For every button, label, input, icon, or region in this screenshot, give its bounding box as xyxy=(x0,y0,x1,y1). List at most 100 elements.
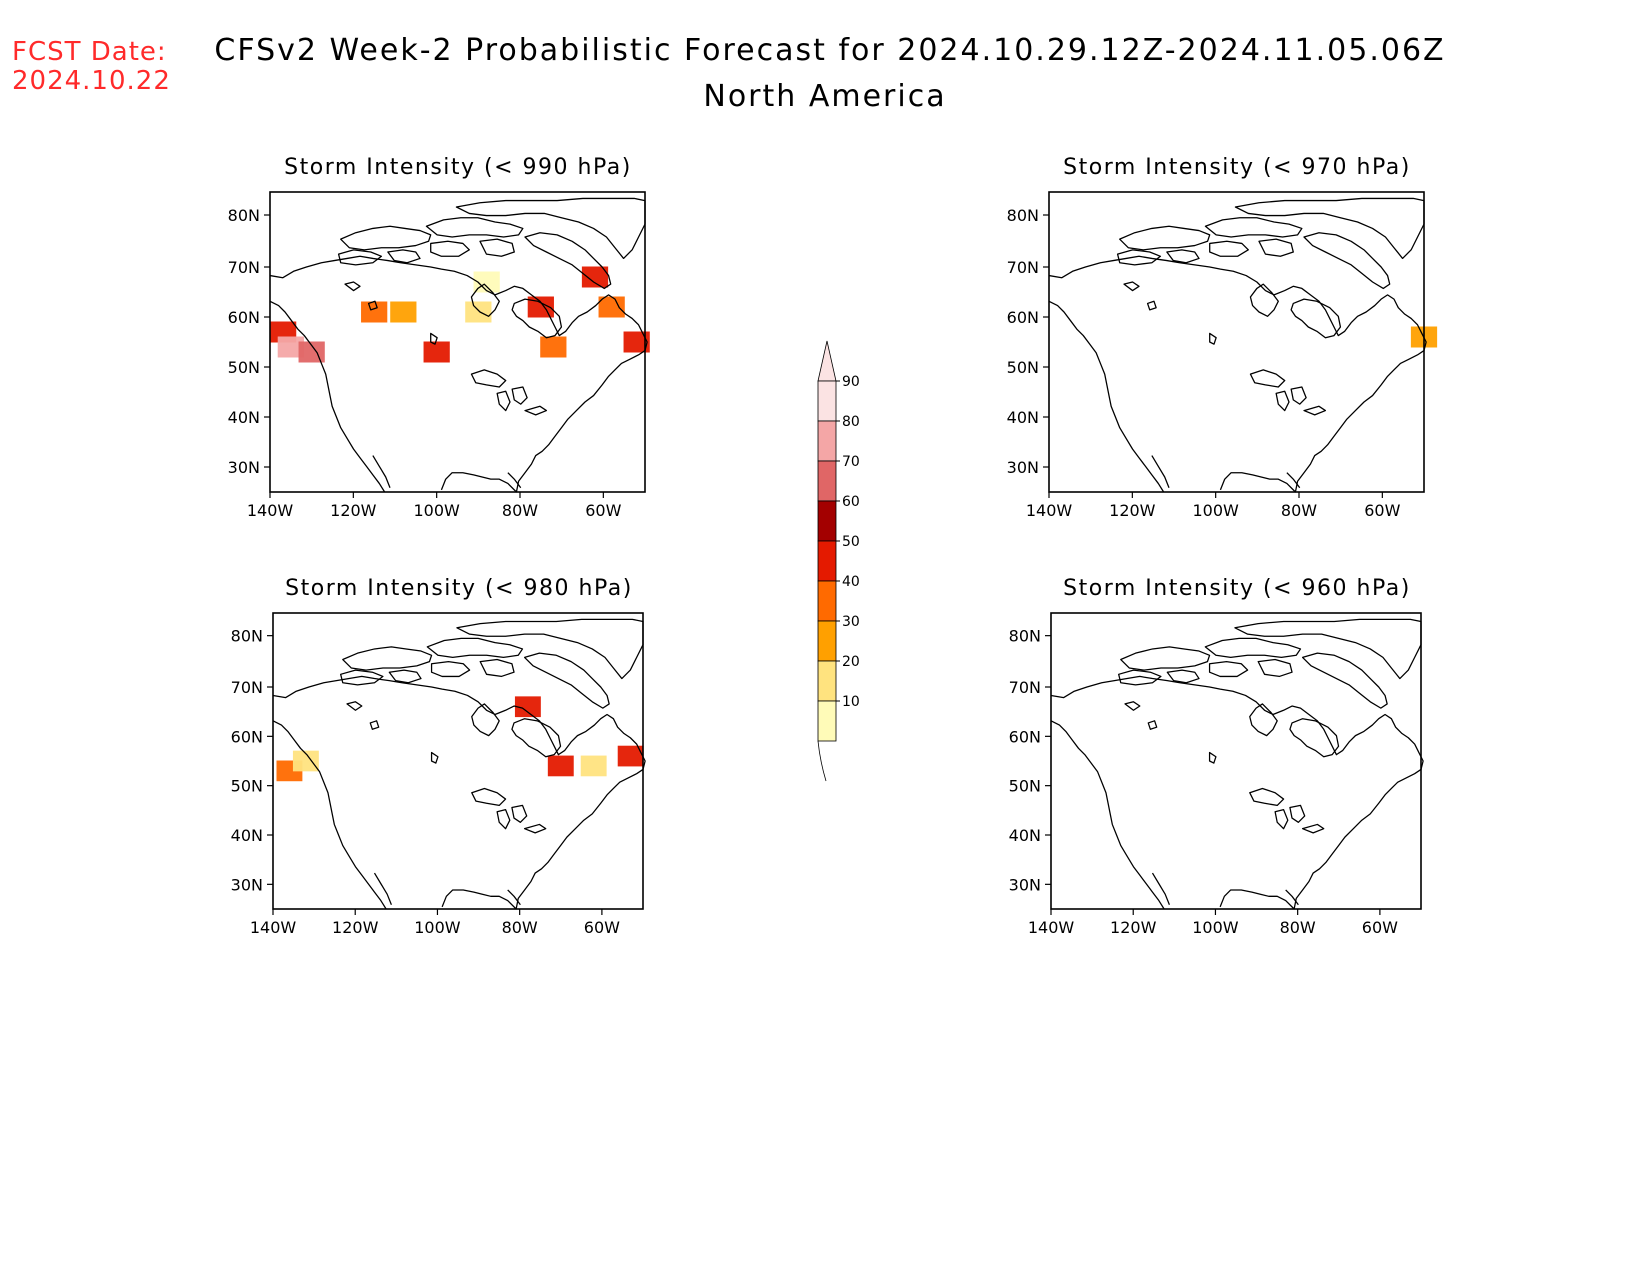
lon-tick-label: 140W xyxy=(1028,918,1075,937)
lat-tick-label: 30N xyxy=(1009,875,1041,894)
lat-tick-label: 80N xyxy=(1007,206,1039,225)
lon-tick-label: 100W xyxy=(413,501,460,520)
map-frame xyxy=(272,612,644,910)
lon-tick-label: 140W xyxy=(250,918,297,937)
probability-cell xyxy=(277,336,304,358)
panel-title: Storm Intensity (< 970 hPa) xyxy=(1063,155,1411,180)
map-frame xyxy=(1048,191,1425,493)
lon-tick-label: 120W xyxy=(1109,501,1156,520)
fcst-date-value: 2024.10.22 xyxy=(12,66,171,96)
colorbar-swatch xyxy=(817,380,837,422)
probability-cell xyxy=(617,745,644,767)
colorbar-label: 90 xyxy=(842,374,860,390)
lat-tick-label: 50N xyxy=(1009,777,1041,796)
coastline-map xyxy=(1048,197,1427,493)
probability-cell xyxy=(298,341,325,363)
figure-title: CFSv2 Week-2 Probabilistic Forecast for … xyxy=(214,33,1445,68)
lat-tick-label: 30N xyxy=(1007,458,1039,477)
lat-tick-label: 40N xyxy=(228,408,260,427)
probability-cell xyxy=(598,296,625,318)
lat-tick-label: 40N xyxy=(1009,826,1041,845)
colorbar-label: 60 xyxy=(842,494,860,510)
lat-tick-label: 30N xyxy=(228,458,260,477)
lat-tick-label: 70N xyxy=(228,258,260,277)
probability-cell xyxy=(540,336,567,358)
probability-cell xyxy=(623,331,650,353)
probability-cell xyxy=(361,301,388,323)
colorbar-label: 70 xyxy=(842,454,860,470)
colorbar-swatch xyxy=(817,620,837,662)
lon-tick-label: 80W xyxy=(502,501,538,520)
lon-tick-label: 60W xyxy=(584,918,620,937)
lat-tick-label: 50N xyxy=(1007,358,1039,377)
lon-tick-label: 120W xyxy=(1110,918,1157,937)
map-frame xyxy=(1050,612,1422,910)
lat-tick-label: 40N xyxy=(231,826,263,845)
colorbar-label: 80 xyxy=(842,414,860,430)
lon-tick-label: 60W xyxy=(585,501,621,520)
panel-960-hpa: Storm Intensity (< 960 hPa) 80N 70N 60N 50N… xyxy=(1009,576,1424,937)
panel-title: Storm Intensity (< 980 hPa) xyxy=(285,576,633,601)
figure-subtitle: North America xyxy=(703,79,946,114)
lat-tick-label: 70N xyxy=(1009,678,1041,697)
lon-tick-label: 100W xyxy=(414,918,461,937)
lon-tick-label: 80W xyxy=(1281,501,1317,520)
axis-ticks: 80N 70N 60N 50N 40N 30N 140W 120W 100W 80W 60W xyxy=(228,206,622,520)
panel-980-hpa: Storm Intensity (< 980 hPa) 80N 70N 60N 50N… xyxy=(231,576,646,937)
lon-tick-label: 140W xyxy=(1026,501,1073,520)
lat-tick-label: 80N xyxy=(1009,627,1041,646)
fcst-date-label: FCST Date: xyxy=(12,37,167,67)
probability-cell xyxy=(423,341,450,363)
colorbar-label: 30 xyxy=(842,614,860,630)
axis-ticks: 80N 70N 60N 50N 40N 30N 140W 120W 100W 80W 60W xyxy=(1009,627,1398,937)
lat-tick-label: 70N xyxy=(1007,258,1039,277)
lon-tick-label: 80W xyxy=(502,918,538,937)
lon-tick-label: 120W xyxy=(332,918,379,937)
colorbar-swatch xyxy=(817,460,837,502)
probability-cell xyxy=(465,301,492,323)
lon-tick-label: 60W xyxy=(1364,501,1400,520)
probability-cell xyxy=(547,755,574,777)
lon-tick-label: 140W xyxy=(247,501,294,520)
lon-tick-label: 120W xyxy=(330,501,377,520)
coastline-map xyxy=(1050,618,1424,910)
panel-title: Storm Intensity (< 990 hPa) xyxy=(284,155,632,180)
lat-tick-label: 50N xyxy=(231,777,263,796)
probability-shading xyxy=(276,696,644,782)
colorbar-swatch xyxy=(817,420,837,462)
probability-cell xyxy=(292,750,319,772)
lat-tick-label: 40N xyxy=(1007,408,1039,427)
colorbar-swatch xyxy=(817,580,837,622)
probability-cell xyxy=(580,755,607,777)
lat-tick-label: 60N xyxy=(228,308,260,327)
lat-tick-label: 30N xyxy=(231,875,263,894)
colorbar-swatch xyxy=(817,660,837,702)
lat-tick-label: 70N xyxy=(231,678,263,697)
colorbar-label: 50 xyxy=(842,534,860,550)
colorbar-swatch xyxy=(817,500,837,542)
axis-ticks: 80N 70N 60N 50N 40N 30N 140W 120W 100W 80W 60W xyxy=(1007,206,1401,520)
colorbar-wedge-top xyxy=(817,340,837,382)
colorbar-label: 10 xyxy=(842,694,860,710)
colorbar-swatch xyxy=(817,540,837,582)
lon-tick-label: 100W xyxy=(1192,918,1239,937)
colorbar-label: 20 xyxy=(842,654,860,670)
colorbar: 90 80 70 60 50 40 30 20 10 xyxy=(817,340,860,782)
lat-tick-label: 80N xyxy=(231,627,263,646)
panel-990-hpa: Storm Intensity (< 990 hPa) 80N 70N 60N 50N… xyxy=(228,155,650,520)
map-frame xyxy=(269,191,646,493)
lon-tick-label: 100W xyxy=(1192,501,1239,520)
lon-tick-label: 80W xyxy=(1280,918,1316,937)
lat-tick-label: 80N xyxy=(228,206,260,225)
lat-tick-label: 50N xyxy=(228,358,260,377)
lat-tick-label: 60N xyxy=(1009,727,1041,746)
lat-tick-label: 60N xyxy=(1007,308,1039,327)
lat-tick-label: 60N xyxy=(231,727,263,746)
axis-ticks: 80N 70N 60N 50N 40N 30N 140W 120W 100W 80W 60W xyxy=(231,627,620,937)
colorbar-wedge-bottom xyxy=(817,740,827,782)
colorbar-label: 40 xyxy=(842,574,860,590)
probability-cell xyxy=(390,301,417,323)
coastline-map xyxy=(269,197,648,493)
panel-title: Storm Intensity (< 960 hPa) xyxy=(1063,576,1411,601)
